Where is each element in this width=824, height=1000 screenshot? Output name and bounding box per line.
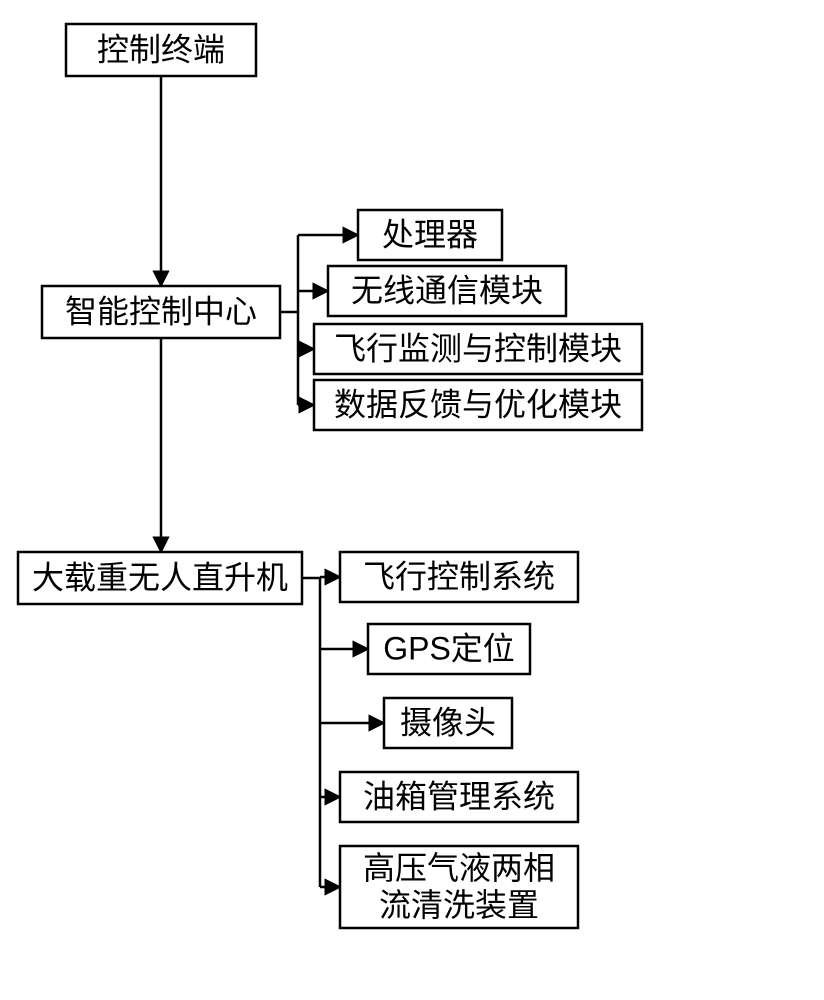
node-c4-label: 数据反馈与优化模块 <box>334 386 622 422</box>
node-h5-label: 流清洗装置 <box>379 887 539 923</box>
node-h1: 飞行控制系统 <box>340 552 578 602</box>
node-n3: 大载重无人直升机 <box>18 552 302 604</box>
node-c1-label: 处理器 <box>382 216 478 252</box>
node-c1: 处理器 <box>358 210 502 260</box>
node-c2-label: 无线通信模块 <box>351 272 543 308</box>
node-c2: 无线通信模块 <box>328 266 566 316</box>
node-h4: 油箱管理系统 <box>340 772 578 822</box>
node-c3-label: 飞行监测与控制模块 <box>334 330 622 366</box>
node-h2: GPS定位 <box>368 624 530 674</box>
node-h4-label: 油箱管理系统 <box>363 778 555 814</box>
node-n1: 控制终端 <box>66 24 256 76</box>
node-h5-label: 高压气液两相 <box>363 850 555 886</box>
node-h3-label: 摄像头 <box>400 704 496 740</box>
flowchart-canvas: 控制终端智能控制中心大载重无人直升机 处理器无线通信模块飞行监测与控制模块数据反馈… <box>0 0 824 1000</box>
node-n1-label: 控制终端 <box>97 31 225 67</box>
node-h1-label: 飞行控制系统 <box>363 558 555 594</box>
node-h3: 摄像头 <box>384 698 512 748</box>
node-h2-label: GPS定位 <box>383 630 515 666</box>
node-c4: 数据反馈与优化模块 <box>314 380 642 430</box>
node-n2-label: 智能控制中心 <box>65 293 257 329</box>
node-h5: 高压气液两相流清洗装置 <box>340 846 578 928</box>
node-n3-label: 大载重无人直升机 <box>32 559 288 595</box>
node-n2: 智能控制中心 <box>42 286 280 338</box>
node-c3: 飞行监测与控制模块 <box>314 324 642 374</box>
